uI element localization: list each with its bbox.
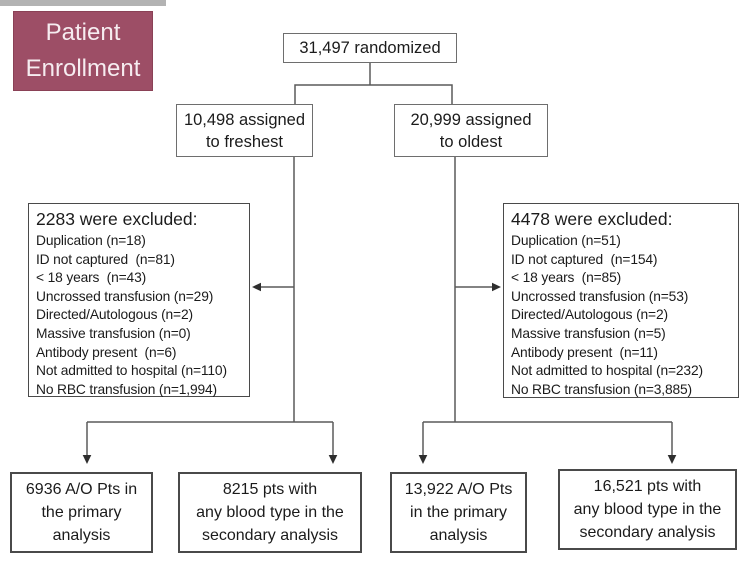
arrowhead-down-icon bbox=[667, 455, 677, 464]
arrowhead-down-icon bbox=[82, 455, 92, 464]
exclusion-item: No RBC transfusion (n=3,885) bbox=[511, 381, 693, 397]
exclusion-item: ID not captured (n=154) bbox=[511, 251, 658, 267]
exclusion-item: Massive transfusion (n=5) bbox=[511, 325, 666, 341]
node-secondary-analysis-oldest: 16,521 pts with any blood type in the se… bbox=[558, 469, 737, 550]
exclusion-item: Directed/Autologous (n=2) bbox=[36, 307, 193, 323]
node-excluded-freshest: 2283 were excluded: Duplication (n=18) I… bbox=[28, 203, 250, 397]
exclusion-item: Directed/Autologous (n=2) bbox=[511, 307, 668, 323]
node-primary-analysis-oldest: 13,922 A/O Pts in the primary analysis bbox=[390, 472, 527, 553]
exclusion-item: Not admitted to hospital (n=110) bbox=[36, 363, 227, 379]
exclusion-item: No RBC transfusion (n=1,994) bbox=[36, 381, 218, 397]
title-badge: Patient Enrollment bbox=[13, 11, 153, 91]
node-primary-analysis-freshest: 6936 A/O Pts in the primary analysis bbox=[10, 472, 153, 553]
arrowhead-left-icon bbox=[252, 282, 261, 292]
node-assigned-oldest: 20,999 assigned to oldest bbox=[394, 104, 548, 157]
exclusion-item: Duplication (n=51) bbox=[511, 233, 621, 248]
node-randomized: 31,497 randomized bbox=[283, 33, 457, 63]
exclusion-item: Uncrossed transfusion (n=53) bbox=[511, 288, 689, 304]
window-edge-artifact bbox=[0, 0, 166, 6]
arrowhead-down-icon bbox=[328, 455, 338, 464]
arrowhead-right-icon bbox=[492, 282, 501, 292]
exclusion-item: Uncrossed transfusion (n=29) bbox=[36, 288, 214, 304]
exclusion-item: Antibody present (n=6) bbox=[36, 344, 177, 360]
node-secondary-analysis-freshest: 8215 pts with any blood type in the seco… bbox=[178, 472, 362, 553]
arrowhead-down-icon bbox=[418, 455, 428, 464]
exclusion-item: < 18 years (n=85) bbox=[511, 270, 622, 286]
exclusion-item: Not admitted to hospital (n=232) bbox=[511, 363, 703, 379]
node-assigned-freshest: 10,498 assigned to freshest bbox=[176, 104, 313, 157]
exclusion-item: ID not captured (n=81) bbox=[36, 251, 175, 267]
exclusion-item: < 18 years (n=43) bbox=[36, 270, 147, 286]
excluded-oldest-header: 4478 were excluded: bbox=[511, 209, 673, 229]
exclusion-item: Antibody present (n=11) bbox=[511, 344, 658, 360]
exclusion-item: Massive transfusion (n=0) bbox=[36, 325, 191, 341]
exclusion-item: Duplication (n=18) bbox=[36, 233, 146, 248]
connector-randomized-split bbox=[294, 84, 453, 104]
node-excluded-oldest: 4478 were excluded: Duplication (n=51) I… bbox=[503, 203, 739, 398]
excluded-freshest-header: 2283 were excluded: bbox=[36, 209, 198, 229]
